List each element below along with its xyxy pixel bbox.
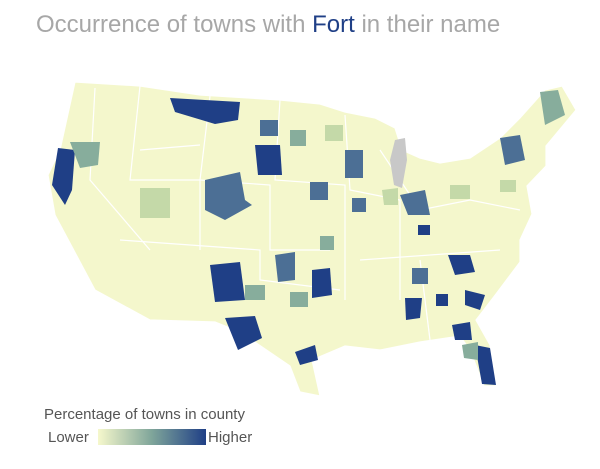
title-highlight: Fort [312, 11, 355, 38]
title: Occurrence of towns with Fort in their n… [36, 11, 500, 38]
region [245, 285, 265, 300]
region [310, 182, 328, 200]
region [448, 255, 475, 275]
region [210, 262, 245, 302]
region [540, 90, 565, 125]
legend-gradient [98, 429, 206, 445]
region [475, 345, 496, 385]
title-prefix: Occurrence of towns with [36, 11, 305, 38]
region [290, 130, 306, 146]
region [452, 322, 472, 340]
region [260, 120, 278, 136]
border [139, 144, 201, 151]
region [450, 185, 470, 199]
region [295, 345, 318, 365]
region [345, 150, 363, 178]
region [418, 225, 430, 235]
legend-high: Higher [208, 429, 252, 446]
region [462, 342, 478, 360]
legend-title: Percentage of towns in county [44, 406, 245, 423]
region [312, 268, 332, 298]
region [225, 316, 262, 350]
region [405, 298, 422, 320]
border [359, 249, 501, 261]
region [465, 290, 485, 310]
region [70, 142, 100, 168]
region [412, 268, 428, 284]
region [140, 188, 170, 218]
region [170, 98, 240, 124]
region [382, 188, 398, 205]
region [290, 292, 308, 307]
region [52, 148, 75, 205]
border [89, 87, 151, 251]
border [119, 239, 341, 291]
region [500, 135, 525, 165]
us-map [47, 81, 577, 397]
region [275, 252, 295, 282]
region [320, 236, 334, 250]
border [199, 95, 330, 251]
legend: Percentage of towns in county Lower High… [44, 406, 252, 446]
border [129, 85, 201, 250]
us-outline [47, 81, 577, 397]
lake [390, 138, 407, 188]
title-suffix: in their name [361, 11, 500, 38]
region [500, 180, 516, 192]
region [352, 198, 366, 212]
region [205, 172, 252, 220]
region [255, 145, 282, 175]
region [436, 294, 448, 306]
region [325, 125, 343, 141]
legend-low: Lower [48, 429, 89, 446]
region [400, 190, 430, 215]
